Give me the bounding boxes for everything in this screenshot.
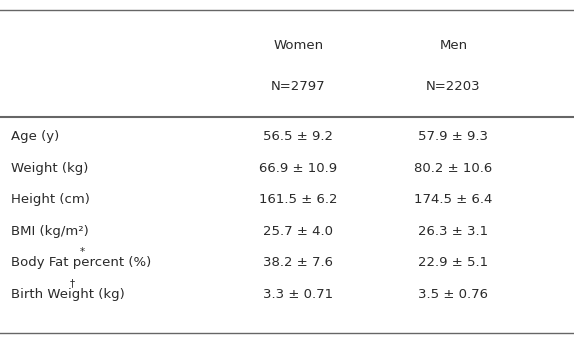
Text: 57.9 ± 9.3: 57.9 ± 9.3 <box>418 130 488 143</box>
Text: BMI (kg/m²): BMI (kg/m²) <box>11 225 89 238</box>
Text: 25.7 ± 4.0: 25.7 ± 4.0 <box>263 225 333 238</box>
Text: 22.9 ± 5.1: 22.9 ± 5.1 <box>418 256 488 269</box>
Text: Age (y): Age (y) <box>11 130 60 143</box>
Text: Men: Men <box>440 39 467 52</box>
Text: N=2203: N=2203 <box>426 80 481 93</box>
Text: 38.2 ± 7.6: 38.2 ± 7.6 <box>263 256 333 269</box>
Text: 80.2 ± 10.6: 80.2 ± 10.6 <box>414 162 492 175</box>
Text: 3.3 ± 0.71: 3.3 ± 0.71 <box>263 288 333 300</box>
Text: 161.5 ± 6.2: 161.5 ± 6.2 <box>259 193 338 206</box>
Text: Birth Weight (kg): Birth Weight (kg) <box>11 288 125 300</box>
Text: 56.5 ± 9.2: 56.5 ± 9.2 <box>263 130 333 143</box>
Text: N=2797: N=2797 <box>271 80 326 93</box>
Text: 26.3 ± 3.1: 26.3 ± 3.1 <box>418 225 488 238</box>
Text: 66.9 ± 10.9: 66.9 ± 10.9 <box>259 162 338 175</box>
Text: 3.5 ± 0.76: 3.5 ± 0.76 <box>418 288 488 300</box>
Text: †: † <box>70 278 75 288</box>
Text: Women: Women <box>273 39 324 52</box>
Text: Height (cm): Height (cm) <box>11 193 90 206</box>
Text: Weight (kg): Weight (kg) <box>11 162 89 175</box>
Text: *: * <box>80 247 85 257</box>
Text: Body Fat percent (%): Body Fat percent (%) <box>11 256 152 269</box>
Text: 174.5 ± 6.4: 174.5 ± 6.4 <box>414 193 492 206</box>
